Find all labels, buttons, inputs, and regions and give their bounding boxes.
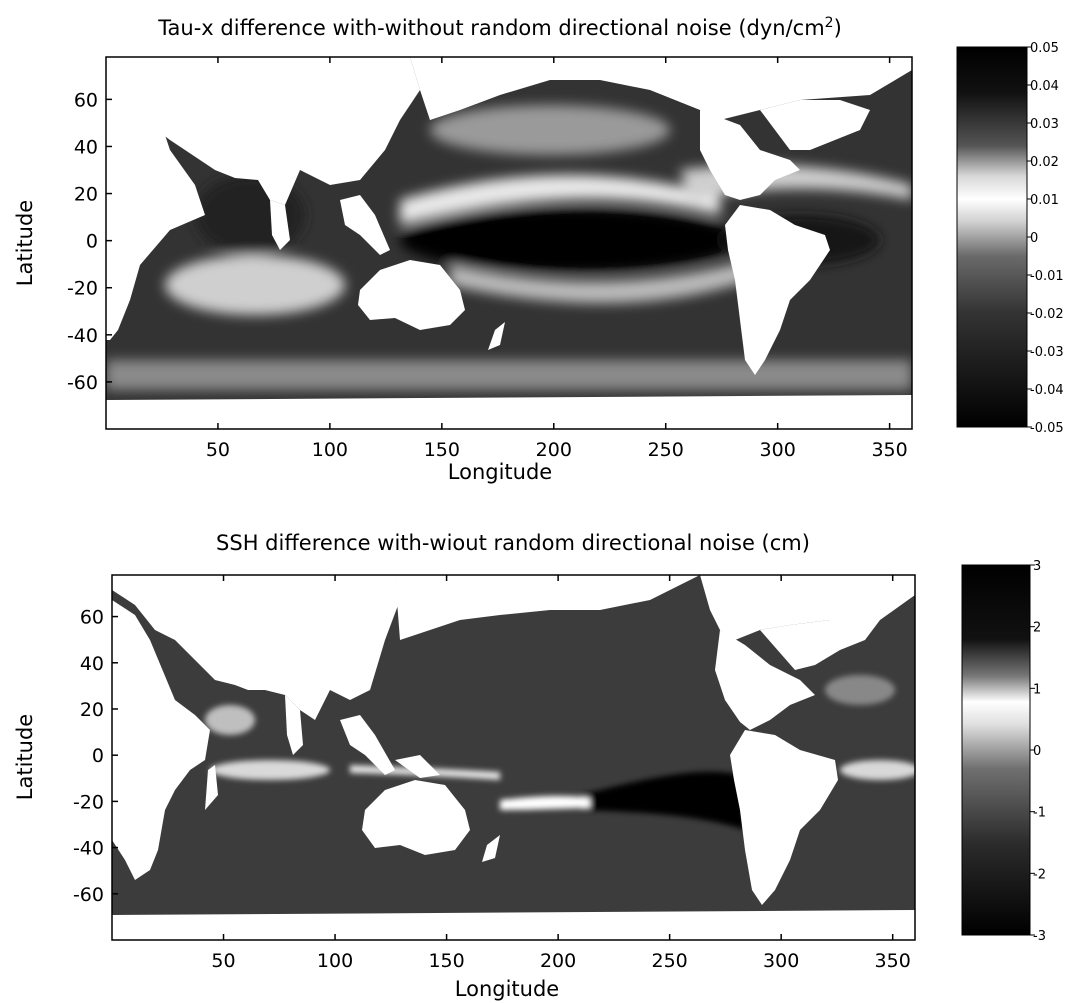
ssh-colorbar-tick-label: 3	[1033, 559, 1041, 574]
tau-x-x-tick-label: 100	[312, 439, 348, 461]
ssh-y-tick-label: 0	[92, 745, 104, 767]
tau-x-x-ticks: 50 100 150 200 250 300 350	[206, 57, 908, 461]
tau-x-y-tick-label: -40	[67, 325, 98, 347]
tau-x-colorbar-ticks: 0.05 0.04 0.03 0.02 0.01 0 -0.01 -0.02 -0.03 -0.0…	[1027, 41, 1064, 436]
tau-x-colorbar-tick-label: -0.03	[1030, 345, 1064, 360]
ssh-y-tick-label: 40	[80, 653, 104, 675]
tau-x-colorbar-tick-label: 0.04	[1030, 79, 1059, 94]
ssh-title: SSH difference with-wiout random directi…	[216, 531, 810, 555]
tau-x-panel: Tau-x difference with-without random dir…	[13, 15, 1064, 484]
ssh-x-tick-label: 50	[211, 950, 235, 972]
tau-x-y-tick-label: 20	[74, 184, 98, 206]
tau-x-colorbar-tick-label: 0.03	[1030, 117, 1059, 132]
tau-x-colorbar-tick-label: 0	[1030, 231, 1038, 246]
ssh-colorbar-tick-label: -3	[1033, 929, 1046, 944]
tau-x-x-axis-label: Longitude	[448, 460, 552, 484]
ssh-colorbar-gradient	[961, 564, 1031, 936]
ssh-map	[112, 575, 915, 940]
ssh-colorbar-ticks: 3 2 1 0 -1 -2 -3	[1030, 559, 1046, 944]
tau-x-y-tick-label: -20	[67, 278, 98, 300]
tau-x-x-tick-label: 350	[871, 439, 907, 461]
ssh-y-axis-label: Latitude	[13, 714, 37, 800]
ssh-x-tick-label: 300	[763, 950, 799, 972]
ssh-y-tick-label: -20	[73, 791, 104, 813]
tau-x-title: Tau-x difference with-without random dir…	[157, 15, 842, 40]
ssh-y-tick-label: 20	[80, 699, 104, 721]
tau-x-y-ticks: 60 40 20 0 -20 -40 -60	[67, 89, 112, 394]
tau-x-colorbar-tick-label: -0.01	[1030, 269, 1064, 284]
tau-x-colorbar-tick-label: 0.05	[1030, 41, 1059, 56]
ssh-y-ticks: 60 40 20 0 -20 -40 -60	[73, 607, 118, 906]
tau-x-x-tick-label: 250	[648, 439, 684, 461]
tau-x-x-tick-label: 200	[536, 439, 572, 461]
ssh-x-tick-label: 200	[540, 950, 576, 972]
ssh-colorbar-tick-label: -2	[1033, 867, 1046, 882]
tau-x-plot-frame	[105, 56, 913, 430]
tau-x-colorbar-tick-label: -0.02	[1030, 307, 1064, 322]
tau-x-colorbar-tick-label: -0.04	[1030, 383, 1064, 398]
tau-x-y-tick-label: 40	[74, 136, 98, 158]
tau-x-colorbar-tick-label: -0.05	[1030, 421, 1064, 436]
tau-x-x-tick-label: 300	[760, 439, 796, 461]
tau-x-y-tick-label: -60	[67, 372, 98, 394]
ssh-x-ticks: 50 100 150 200 250 300 350	[211, 575, 911, 972]
tau-x-colorbar-gradient	[956, 46, 1028, 428]
ssh-x-tick-label: 100	[317, 950, 353, 972]
tau-x-colorbar-tick-label: 0.02	[1030, 155, 1059, 170]
ssh-y-tick-label: -40	[73, 838, 104, 860]
tau-x-y-tick-label: 60	[74, 89, 98, 111]
ssh-x-tick-label: 150	[428, 950, 464, 972]
ssh-y-tick-label: -60	[73, 884, 104, 906]
ssh-plot-frame	[111, 574, 916, 941]
ssh-colorbar-tick-label: 1	[1033, 682, 1041, 697]
tau-x-y-tick-label: 0	[86, 231, 98, 253]
tau-x-x-tick-label: 150	[424, 439, 460, 461]
ssh-colorbar-tick-label: 0	[1033, 744, 1041, 759]
ssh-x-tick-label: 350	[875, 950, 911, 972]
tau-x-colorbar-tick-label: 0.01	[1030, 193, 1059, 208]
tau-x-x-tick-label: 50	[206, 439, 230, 461]
tau-x-map	[106, 57, 912, 429]
ssh-colorbar-tick-label: 2	[1033, 621, 1041, 636]
land-masses	[106, 57, 912, 429]
ssh-y-tick-label: 60	[80, 607, 104, 629]
ssh-x-tick-label: 250	[652, 950, 688, 972]
ssh-panel: SSH difference with-wiout random directi…	[13, 531, 1046, 1001]
tau-x-colorbar: 0.05 0.04 0.03 0.02 0.01 0 -0.01 -0.02 -0.03 -0.0…	[956, 41, 1064, 436]
tau-x-y-axis-label: Latitude	[13, 200, 37, 286]
land-masses	[112, 575, 915, 940]
ssh-x-axis-label: Longitude	[455, 977, 559, 1001]
ssh-colorbar-tick-label: -1	[1033, 806, 1046, 821]
ssh-colorbar: 3 2 1 0 -1 -2 -3	[961, 559, 1046, 944]
